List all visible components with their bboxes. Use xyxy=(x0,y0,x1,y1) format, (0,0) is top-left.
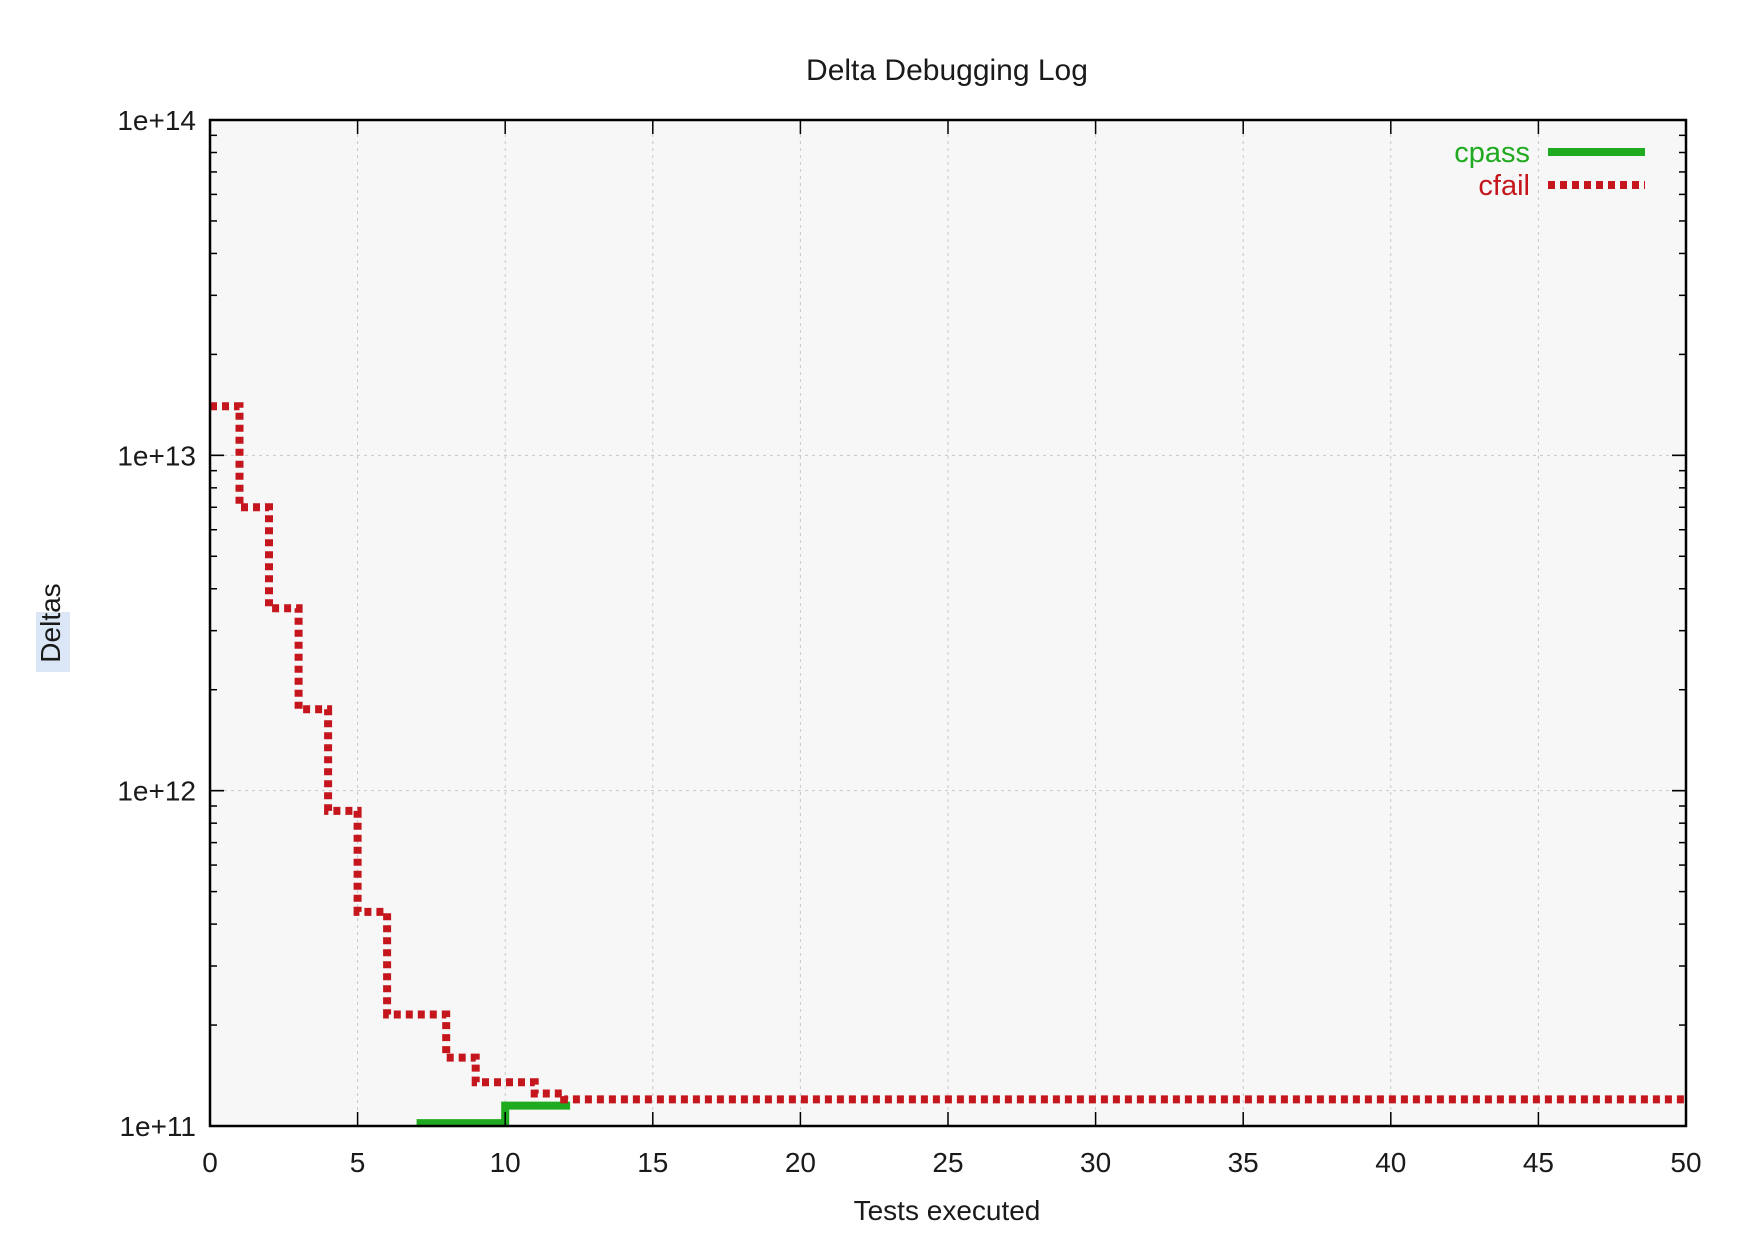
x-tick-label: 15 xyxy=(637,1147,668,1178)
legend-label-cpass: cpass xyxy=(1454,137,1530,169)
x-tick-label: 35 xyxy=(1228,1147,1259,1178)
y-label-highlight xyxy=(36,612,70,672)
y-tick-label: 1e+11 xyxy=(119,1111,196,1142)
plot-area xyxy=(210,120,1686,1126)
legend-label-cfail: cfail xyxy=(1478,170,1530,202)
y-tick-label: 1e+13 xyxy=(117,440,196,471)
tick-labels: 0 5 10 15 20 25 30 35 40 45 50 1e+11 1e+12 1e+13 1e+14 xyxy=(117,105,1701,1178)
axes xyxy=(208,118,1688,1128)
series-line-cfail xyxy=(210,402,1686,1104)
x-tick-label: 5 xyxy=(350,1147,366,1178)
x-tick-label: 40 xyxy=(1375,1147,1406,1178)
y-tick-label: 1e+14 xyxy=(117,105,196,136)
chart-title: Delta Debugging Log xyxy=(806,54,1088,87)
x-tick-label: 0 xyxy=(202,1147,218,1178)
y-axis-label: Deltas xyxy=(35,583,66,662)
x-tick-label: 20 xyxy=(785,1147,816,1178)
x-tick-label: 50 xyxy=(1670,1147,1701,1178)
x-tick-label: 25 xyxy=(932,1147,963,1178)
x-tick-label: 45 xyxy=(1523,1147,1554,1178)
x-tick-label: 30 xyxy=(1080,1147,1111,1178)
x-axis-label: Tests executed xyxy=(854,1195,1041,1226)
x-tick-label: 10 xyxy=(490,1147,521,1178)
grid-lines xyxy=(210,120,1686,1126)
y-tick-label: 1e+12 xyxy=(117,776,196,807)
